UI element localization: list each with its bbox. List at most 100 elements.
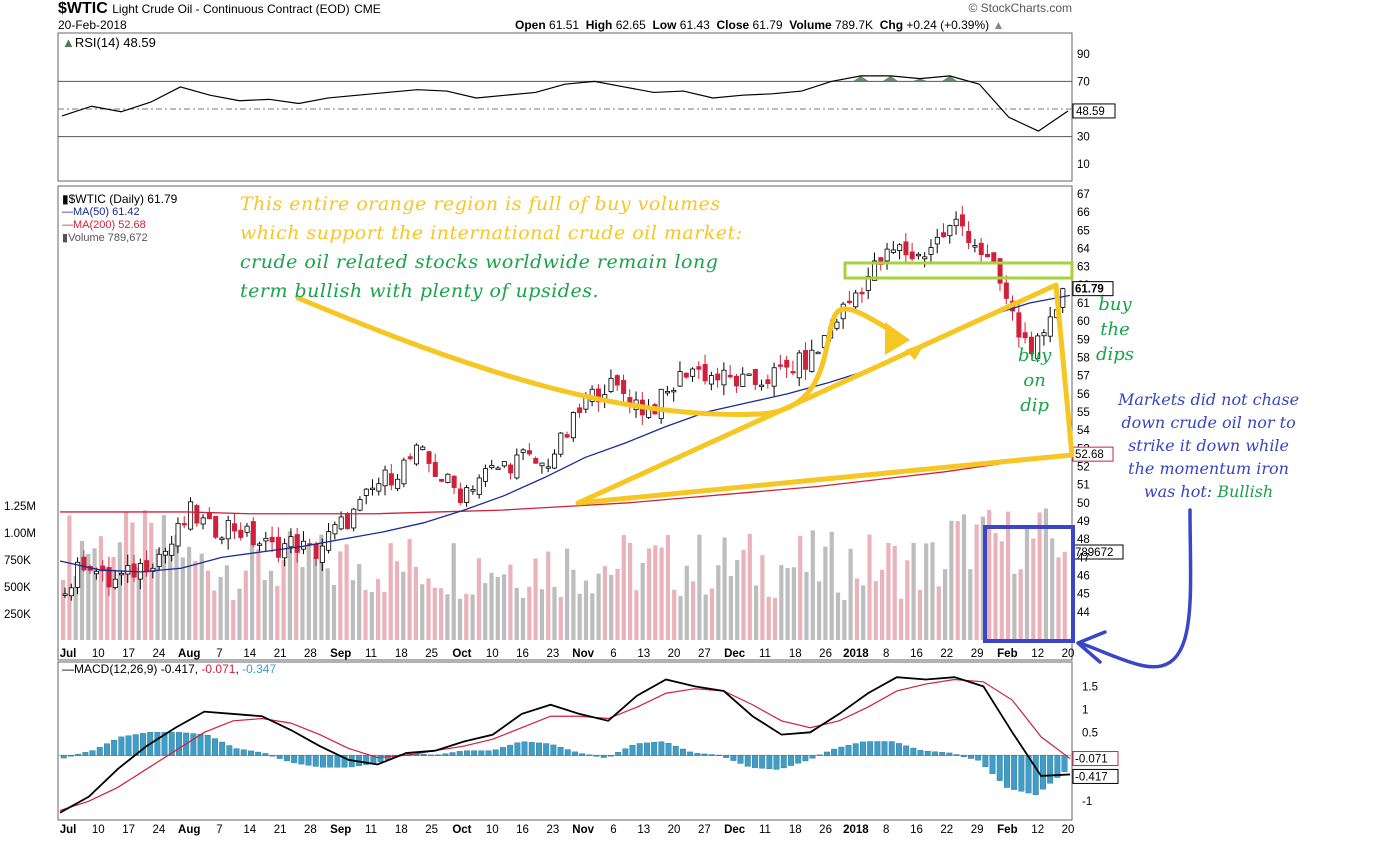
candle-body [1028, 336, 1034, 355]
macd-hist-bar [492, 749, 499, 756]
macd-hist-bar [838, 746, 845, 756]
x-axis-label: Sep [330, 648, 351, 660]
candle-body [181, 523, 187, 526]
macd-hist-bar [687, 751, 694, 756]
x-axis-label: 27 [698, 648, 711, 660]
macd-hist-bar [420, 754, 427, 756]
macd-hist-bar [831, 748, 838, 756]
volume-bar [495, 577, 500, 640]
macd-hist-bar [989, 755, 996, 774]
volume-bar [640, 562, 645, 640]
macd-hist-bar [291, 755, 298, 764]
candle-body [727, 374, 733, 378]
blue-volume-box [983, 525, 1075, 643]
candle-body [514, 454, 520, 479]
volume-bar [835, 592, 841, 640]
macd-hist-bar [190, 733, 197, 756]
volume-bar [313, 558, 318, 640]
candle-body [539, 462, 545, 467]
volume-bar [628, 542, 633, 640]
volume-bar [306, 546, 311, 640]
volume-bar [344, 544, 349, 640]
macd-hist-bar [276, 755, 283, 759]
candle-body [533, 458, 539, 464]
macd-hist-bar [888, 741, 895, 756]
price-tick-label: 61 [1077, 298, 1090, 310]
candle-body [740, 373, 746, 387]
candle-body [81, 556, 87, 571]
x-axis-label: 11 [365, 648, 377, 660]
volume-bar [382, 591, 387, 640]
macd-legend: —MACD(12,26,9) -0.417, -0.071, -0.347 [62, 662, 277, 676]
volume-tick-label: 1.00M [4, 528, 36, 540]
x-axis-label-macd: Sep [330, 824, 351, 836]
x-axis-label-macd: 22 [940, 824, 953, 836]
macd-hist-bar [175, 732, 182, 756]
rsi-tick-label: 30 [1077, 132, 1090, 144]
volume-bar [785, 568, 790, 640]
macd-hist-bar [953, 754, 960, 756]
volume-bar [502, 574, 507, 640]
candle-body [445, 473, 451, 483]
x-axis-label-macd: Nov [572, 824, 594, 836]
x-axis-label-macd: Oct [452, 824, 471, 836]
price-tick-label: 48 [1077, 534, 1090, 546]
candle-body [928, 247, 934, 255]
x-axis-label: 28 [304, 648, 317, 660]
volume-bar [155, 549, 160, 640]
volume-bar [936, 586, 941, 640]
rsi-last-value: 48.59 [1076, 106, 1105, 118]
macd-hist-bar [125, 735, 132, 756]
x-axis-label-macd: 16 [516, 824, 529, 836]
macd-hist-bar [874, 741, 881, 756]
x-axis-label-macd: 8 [883, 824, 889, 836]
x-axis-label-macd: 12 [1031, 824, 1044, 836]
macd-hist-bar [665, 743, 672, 756]
candle-body [696, 366, 702, 370]
macd-hist-bar [644, 742, 650, 756]
candle-body [903, 241, 909, 256]
macd-hist-bar [262, 753, 269, 756]
volume-bar [187, 546, 192, 640]
volume-bar [949, 520, 954, 640]
x-axis-label: 2018 [843, 648, 869, 660]
volume-bar [1006, 511, 1011, 640]
candle-body [552, 453, 558, 469]
candle-body [677, 371, 683, 387]
volume-bar [741, 549, 746, 640]
macd-hist-bar [1047, 755, 1054, 784]
macd-hist-bar [708, 754, 715, 756]
macd-hist-bar [780, 755, 787, 769]
candle-body [746, 373, 752, 376]
x-axis-label: 18 [789, 648, 802, 660]
candle-body [244, 525, 250, 533]
macd-hist-bar [968, 755, 974, 759]
macd-hist-bar [701, 753, 708, 756]
candle-body [476, 477, 482, 496]
volume-bar [646, 548, 652, 640]
volume-bar [621, 535, 626, 640]
macd-hist-bar [982, 755, 989, 767]
ma200-last-value: 52.68 [1075, 449, 1104, 461]
volume-bar [961, 514, 967, 640]
macd-tick-label: 0.5 [1082, 727, 1098, 739]
candle-body [62, 593, 68, 596]
price-tick-label: 60 [1077, 316, 1090, 328]
volume-bar [388, 543, 393, 640]
candle-body [68, 587, 74, 597]
macd-hist-bar [118, 736, 125, 756]
candle-body [370, 487, 376, 491]
macd-hist-bar [795, 755, 802, 764]
x-axis-label: 13 [637, 648, 650, 660]
macd-hist-bar [593, 755, 600, 757]
macd-tick-label: 1.5 [1082, 681, 1098, 693]
x-axis-label: 16 [516, 648, 529, 660]
volume-bar [205, 570, 211, 640]
macd-hist-bar [629, 745, 636, 756]
candle-body [1047, 316, 1053, 337]
macd-hist-bar [744, 755, 751, 767]
volume-bar [898, 598, 904, 640]
candle-body [188, 501, 194, 530]
macd-hist-bar [766, 755, 773, 770]
macd-hist-bar [550, 744, 557, 756]
